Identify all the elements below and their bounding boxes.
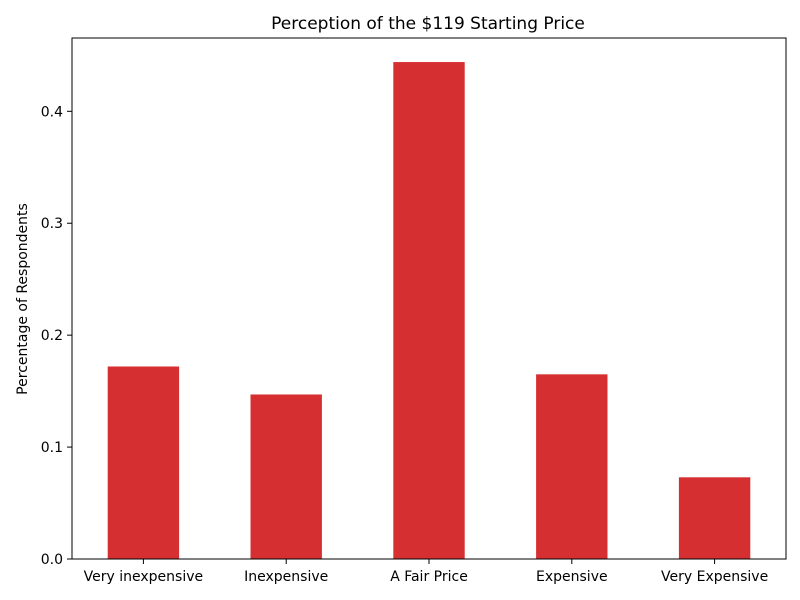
x-axis-ticks: Very inexpensive Inexpensive A Fair Price E…	[84, 559, 768, 585]
bar-4	[678, 477, 751, 559]
y-tick-label-3: 0.3	[41, 216, 63, 232]
y-tick-label-0: 0.0	[41, 552, 63, 568]
bar-2	[393, 62, 465, 560]
y-tick-label-4: 0.4	[41, 104, 63, 120]
x-tick-label-4: Very Expensive	[661, 569, 768, 585]
x-tick-label-2: A Fair Price	[390, 569, 468, 585]
y-axis-label: Percentage of Respondents	[15, 203, 31, 395]
x-tick-label-1: Inexpensive	[244, 569, 328, 585]
y-tick-label-1: 0.1	[41, 440, 63, 456]
bar-0	[107, 366, 180, 559]
plot-area-frame	[71, 37, 787, 560]
bars-group	[107, 62, 751, 560]
x-tick-label-3: Expensive	[536, 569, 608, 585]
y-tick-label-2: 0.2	[41, 328, 63, 344]
bar-3	[536, 374, 608, 559]
x-tick-label-0: Very inexpensive	[84, 569, 203, 585]
y-axis-ticks: 0.0 0.1 0.2 0.3 0.4	[41, 104, 72, 568]
bar-1	[250, 394, 322, 559]
chart-title: Perception of the $119 Starting Price	[271, 14, 585, 34]
